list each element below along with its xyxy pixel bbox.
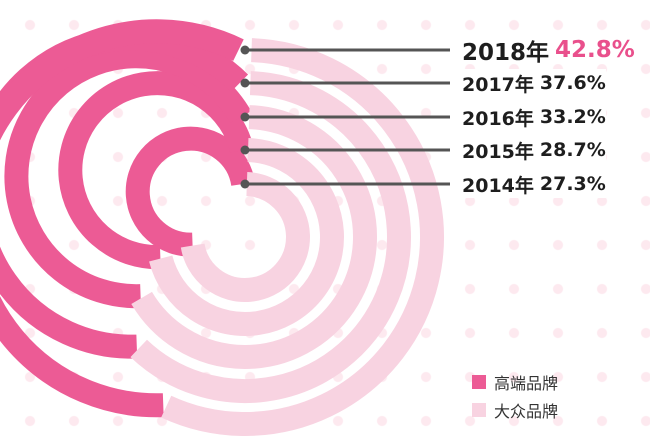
percent-text-2017: 37.6% xyxy=(539,72,606,94)
ring-2018-high-end xyxy=(0,19,244,418)
legend-label-mass: 大众品牌 xyxy=(494,402,559,421)
percent-text-2014: 27.3% xyxy=(539,173,606,195)
legend-item-mass: 大众品牌 xyxy=(472,396,558,424)
year-label-2017: 2017年 37.6% xyxy=(462,69,606,97)
legend-swatch-mass xyxy=(472,403,486,417)
leader-dot-2015 xyxy=(240,145,250,155)
legend: 高端品牌 大众品牌 xyxy=(472,368,558,424)
ring-2016-high-end xyxy=(4,44,252,309)
year-text-2015: 2015年 xyxy=(462,140,534,163)
percent-text-2015: 28.7% xyxy=(539,139,606,161)
ring-2016-mass xyxy=(131,105,377,369)
ring-2017-mass xyxy=(130,71,411,403)
ring-2014-mass xyxy=(180,172,310,302)
leader-dot-2016 xyxy=(240,112,250,122)
ring-2018-mass xyxy=(161,38,444,436)
year-label-2016: 2016年 33.2% xyxy=(462,103,606,131)
year-text-2017: 2017年 xyxy=(462,73,534,96)
leader-dot-2018 xyxy=(240,45,250,55)
ring-2015-mass xyxy=(149,138,344,336)
legend-label-high-end: 高端品牌 xyxy=(494,374,559,393)
percent-text-2016: 33.2% xyxy=(539,106,606,128)
ring-2015-high-end xyxy=(58,71,254,270)
percent-text-2018: 42.8% xyxy=(555,37,635,63)
leader-dot-2014 xyxy=(240,179,250,189)
year-label-2018: 2018年 42.8% xyxy=(462,36,635,66)
legend-swatch-high-end xyxy=(472,375,486,389)
year-text-2016: 2016年 xyxy=(462,107,534,130)
leader-dot-2017 xyxy=(240,78,250,88)
ring-2014-high-end xyxy=(125,126,256,257)
year-label-2015: 2015年 28.7% xyxy=(462,136,606,164)
legend-item-high-end: 高端品牌 xyxy=(472,368,558,396)
year-text-2018: 2018年 xyxy=(462,40,550,66)
year-label-2014: 2014年 27.3% xyxy=(462,170,606,198)
year-text-2014: 2014年 xyxy=(462,174,534,197)
